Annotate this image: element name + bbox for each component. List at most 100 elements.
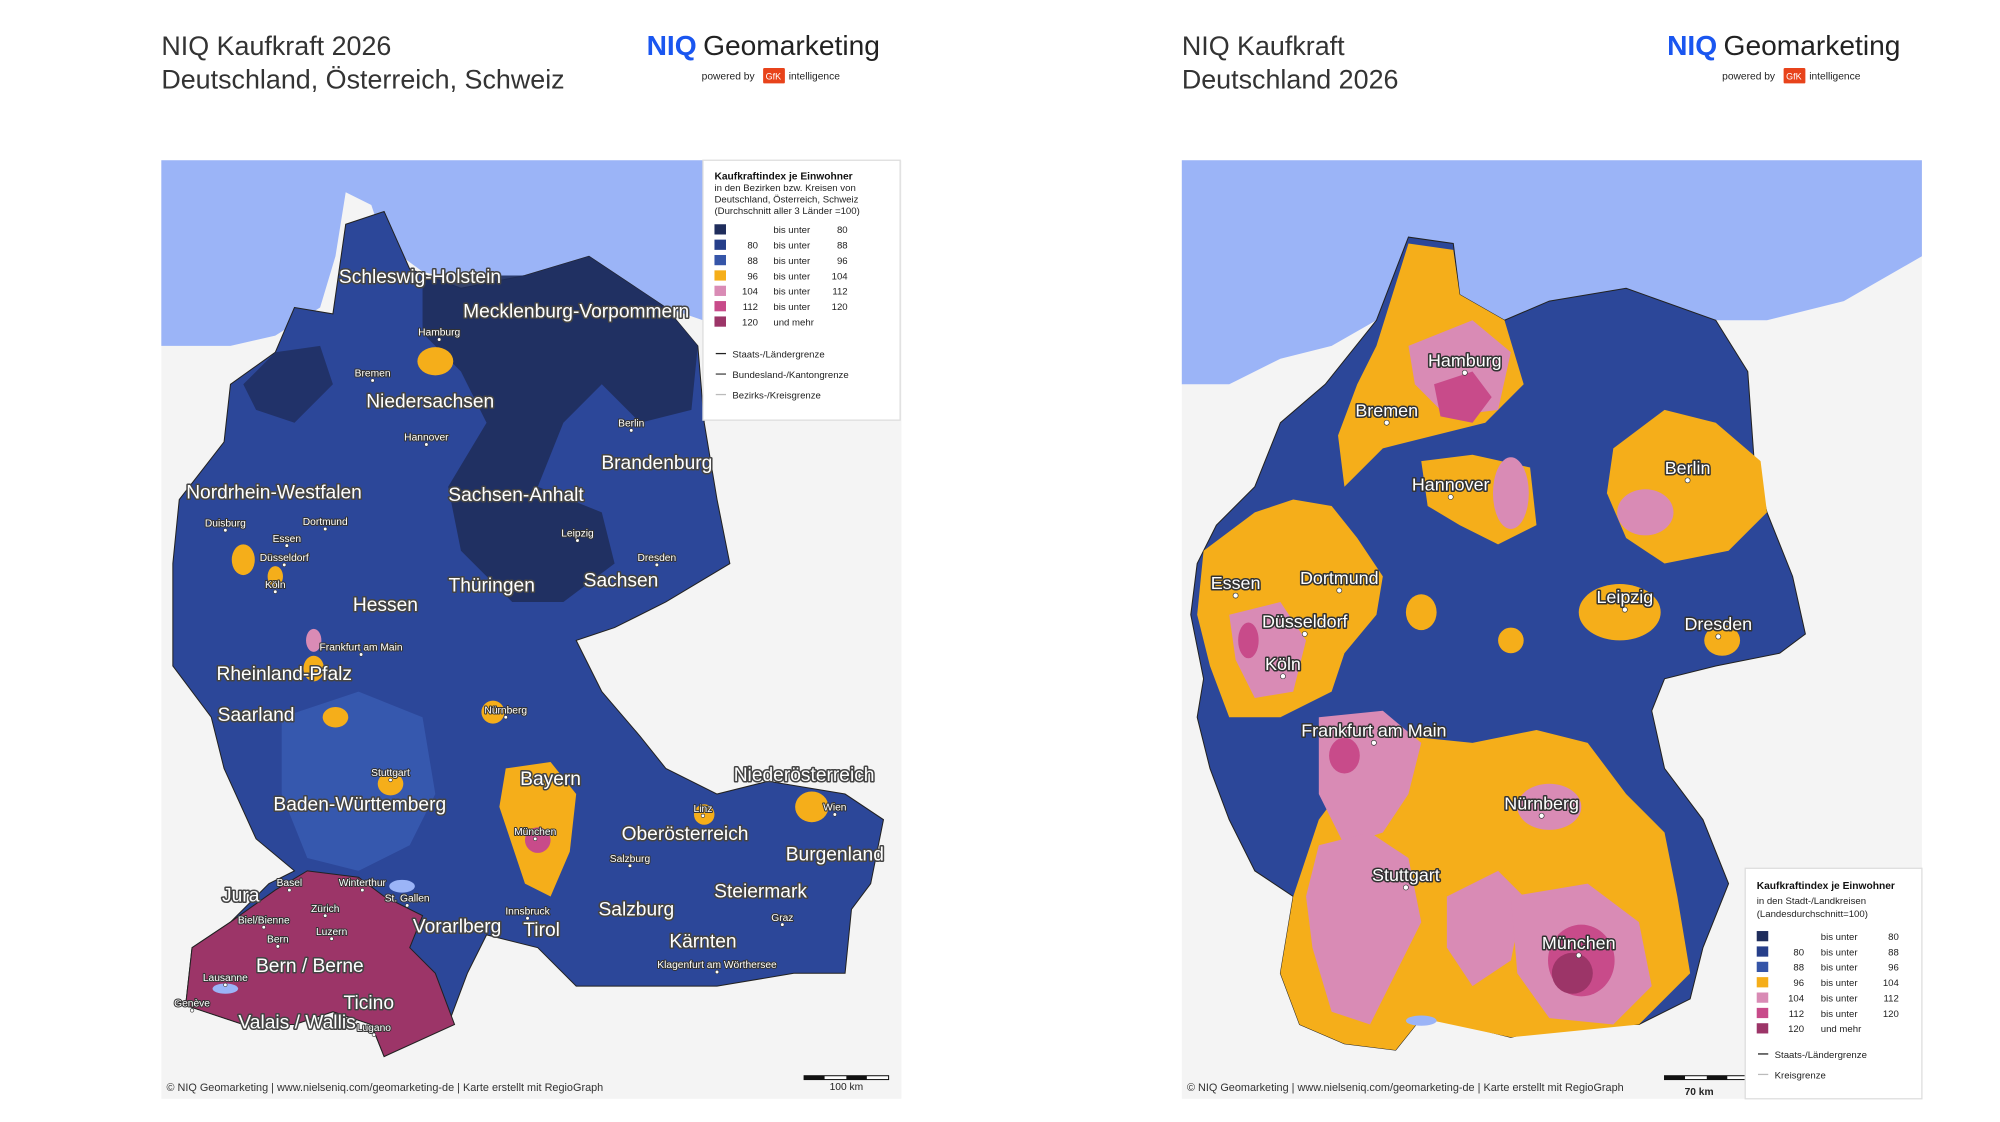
legend-from: 88 — [747, 256, 758, 267]
intelligence: intelligence — [789, 72, 841, 83]
legend-sep: bis unter — [773, 225, 811, 236]
region-label: Steiermark — [714, 882, 807, 903]
city-label: Basel — [277, 878, 303, 889]
title: NIQ Kaufkraft 2026 — [161, 31, 391, 61]
region-dark — [243, 345, 333, 423]
legend-from: 112 — [1789, 1009, 1804, 1020]
lake — [1405, 1015, 1437, 1026]
region-label: Hessen — [353, 595, 418, 616]
city-dot — [629, 428, 634, 433]
city-label: Winterthur — [339, 878, 387, 889]
city-label: Bremen — [355, 369, 391, 380]
city-label: Stuttgart — [371, 768, 410, 779]
legend-subtitle: in den Stadt-/Landkreisen — [1757, 896, 1866, 907]
city-label: Biel/Bienne — [238, 915, 290, 926]
city-label: Hamburg — [418, 328, 460, 339]
legend-border-label: Bundesland-/Kantongrenze — [732, 370, 848, 381]
city-label: Leipzig — [1596, 587, 1653, 607]
legend-border-label: Kreisgrenze — [1775, 1070, 1826, 1081]
city-dot — [780, 922, 785, 927]
region-label: Tirol — [523, 920, 560, 941]
city-label: Hannover — [404, 433, 449, 444]
city-label: Duisburg — [205, 518, 246, 529]
city-dot — [329, 936, 334, 941]
legend-swatch — [1756, 977, 1769, 988]
region-label: Mecklenburg-Vorpommern — [463, 302, 689, 323]
legend-to: 120 — [1883, 1009, 1899, 1020]
footer: © NIQ Geomarketing | www.nielseniq.com/g… — [166, 1082, 603, 1094]
city-dot — [1280, 673, 1286, 680]
legend-swatch — [714, 301, 726, 312]
powered-by: powered by — [1722, 72, 1776, 83]
gfk: GfK — [766, 72, 781, 82]
scale-bar-seg — [804, 1075, 825, 1080]
legend-to: 88 — [837, 241, 848, 252]
legend-sep: bis unter — [1821, 993, 1859, 1004]
city-label: Frankfurt am Main — [1301, 720, 1446, 740]
footer: © NIQ Geomarketing | www.nielseniq.com/g… — [1187, 1082, 1624, 1094]
logo-suffix: Geomarketing — [703, 30, 880, 61]
city-label: Dortmund — [1300, 568, 1379, 588]
city-dot — [405, 903, 410, 908]
city-label: Nürnberg — [484, 705, 527, 716]
city-dot — [282, 562, 287, 567]
city-label: Essen — [273, 534, 302, 545]
city-label: Graz — [771, 913, 793, 924]
city-dot — [1461, 369, 1468, 376]
region-label: Kärnten — [669, 932, 736, 953]
legend-to: 104 — [832, 271, 849, 282]
legend-from: 112 — [743, 302, 758, 313]
city-dot — [223, 528, 228, 533]
scale-label: 70 km — [1685, 1087, 1714, 1098]
legend-swatch — [714, 254, 726, 266]
city-label: Berlin — [1665, 458, 1711, 478]
city-dot — [714, 969, 720, 975]
city-dot — [1336, 587, 1343, 594]
city-dot — [388, 777, 393, 783]
legend-swatch — [714, 270, 726, 281]
city-label: Bern — [267, 935, 289, 946]
legend-border-label: Staats-/Ländergrenze — [1775, 1050, 1867, 1061]
city-label: Frankfurt am Main — [320, 643, 403, 654]
city-dot — [189, 1008, 195, 1013]
city-dot — [700, 813, 706, 818]
legend-sep: bis unter — [773, 302, 811, 313]
city-dot — [503, 715, 508, 720]
region-label: Niedersachsen — [366, 391, 494, 412]
city-dot — [275, 944, 280, 949]
legend-sep: bis unter — [1821, 963, 1859, 974]
region-label: Sachsen — [584, 571, 659, 592]
legend-sep: bis unter — [773, 271, 811, 282]
region-label: Nordrhein-Westfalen — [186, 482, 362, 503]
city-label: St. Gallen — [385, 894, 430, 905]
region-mid — [281, 691, 436, 871]
legend-swatch — [1756, 992, 1769, 1003]
city-label: Bremen — [1355, 400, 1418, 420]
legend-to: 88 — [1888, 947, 1899, 958]
city-dot — [1232, 592, 1239, 599]
region-label: Brandenburg — [601, 453, 712, 474]
legend-swatch — [714, 224, 726, 235]
city-label: Dresden — [638, 553, 677, 564]
gfk: GfK — [1786, 72, 1801, 82]
city-dot — [1621, 606, 1628, 613]
sea — [1181, 160, 1922, 385]
city-dot — [575, 538, 580, 543]
legend-to: 112 — [1884, 993, 1899, 1004]
city-dot — [273, 589, 278, 594]
city-label: Stuttgart — [1372, 865, 1440, 885]
legend-swatch — [1756, 961, 1769, 973]
city-dot — [1684, 477, 1691, 484]
legend-from: 96 — [747, 271, 758, 282]
region-label: Bern / Berne — [256, 956, 364, 977]
city-dot — [371, 1032, 376, 1037]
legend-swatch — [1756, 1023, 1769, 1034]
legend-from: 104 — [1788, 993, 1805, 1004]
legend-box — [1744, 867, 1923, 1100]
city-label: Lausanne — [203, 973, 248, 984]
legend-border-label: Staats-/Ländergrenze — [732, 349, 824, 360]
orange-areas — [231, 347, 829, 897]
city-label: Linz — [694, 804, 713, 815]
dark-magenta-area — [1551, 952, 1593, 994]
scale-label: 100 km — [830, 1082, 864, 1093]
